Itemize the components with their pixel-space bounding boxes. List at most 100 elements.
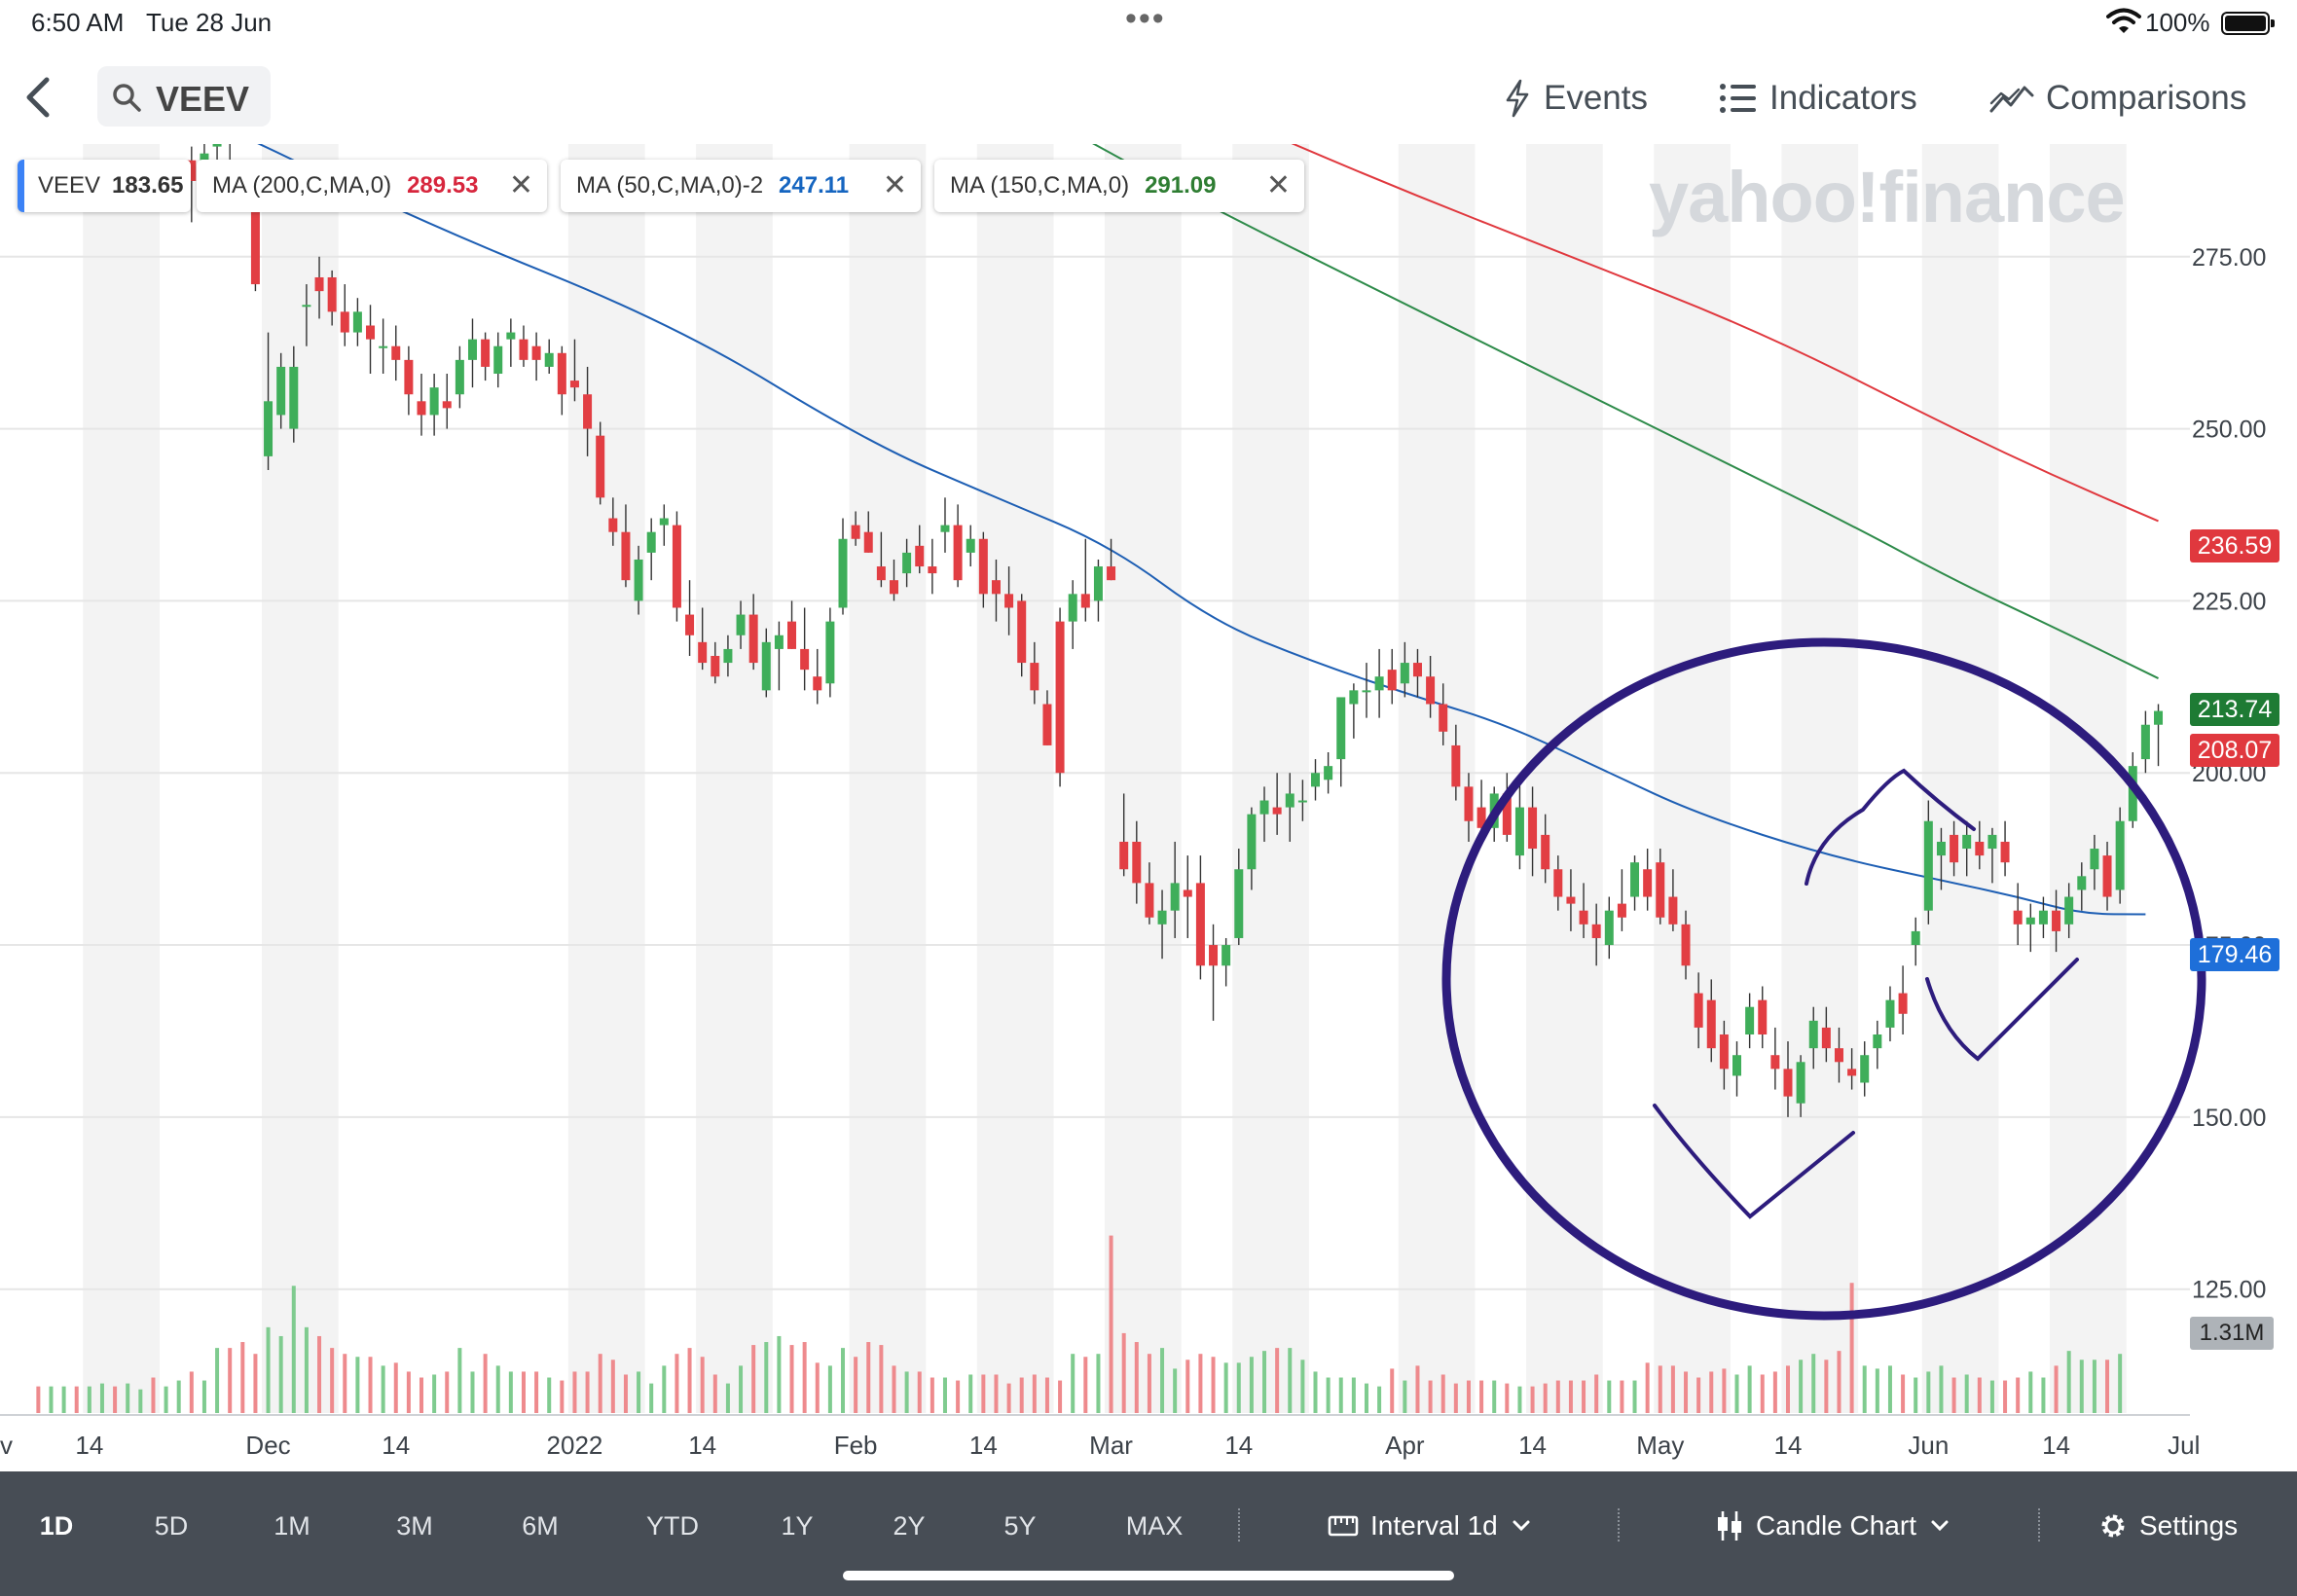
candle[interactable] [1630, 855, 1640, 911]
candle[interactable] [429, 374, 439, 436]
candle[interactable] [1119, 793, 1129, 877]
candle[interactable] [621, 504, 631, 588]
candle[interactable] [1247, 807, 1257, 890]
candle[interactable] [1987, 827, 1997, 884]
candle[interactable] [1783, 1041, 1793, 1117]
candle[interactable] [1706, 979, 1716, 1063]
candle[interactable] [1860, 1041, 1870, 1097]
candle[interactable] [531, 332, 541, 381]
candle[interactable] [711, 641, 720, 684]
candle[interactable] [1042, 690, 1052, 745]
candle[interactable] [557, 345, 566, 416]
candle[interactable] [1668, 869, 1678, 931]
chart-type-selector[interactable]: Candle Chart [1715, 1487, 1961, 1565]
candle[interactable] [1643, 849, 1653, 911]
candle[interactable] [1745, 993, 1755, 1049]
range-button-3m[interactable]: 3M [396, 1511, 433, 1541]
close-icon[interactable]: ✕ [508, 169, 533, 201]
candle[interactable] [1975, 820, 1985, 870]
candle[interactable] [302, 284, 311, 346]
candle[interactable] [761, 628, 771, 698]
candle[interactable] [2077, 862, 2087, 911]
candle[interactable] [685, 580, 695, 656]
candle[interactable] [1604, 896, 1614, 960]
legend-chip-ma200[interactable]: MA (200,C,MA,0) 289.53 ✕ [197, 160, 547, 212]
candle[interactable] [1412, 648, 1422, 698]
legend-chip-ma50[interactable]: MA (50,C,MA,0)-2 247.11 ✕ [561, 160, 921, 212]
comparisons-button[interactable]: Comparisons [1989, 72, 2246, 125]
candle[interactable] [991, 559, 1001, 622]
candle[interactable] [276, 352, 286, 429]
candle[interactable] [1936, 827, 1946, 890]
candle[interactable] [583, 366, 593, 456]
range-button-1m[interactable]: 1M [273, 1511, 310, 1541]
candle[interactable] [2038, 896, 2048, 938]
candle[interactable] [404, 345, 414, 416]
candle[interactable] [1387, 648, 1397, 705]
range-button-2y[interactable]: 2Y [893, 1511, 926, 1541]
candle[interactable] [2090, 834, 2099, 890]
candle[interactable] [1873, 1020, 1882, 1070]
close-icon[interactable]: ✕ [882, 169, 907, 201]
candle[interactable] [672, 511, 681, 622]
candle[interactable] [1080, 538, 1090, 622]
candle[interactable] [634, 545, 643, 615]
candle[interactable] [1183, 855, 1192, 938]
range-button-1y[interactable]: 1Y [781, 1511, 814, 1541]
candle[interactable] [1324, 752, 1333, 794]
candle[interactable] [1030, 641, 1039, 705]
candle[interactable] [1336, 697, 1346, 787]
candle[interactable] [1093, 559, 1103, 622]
candle[interactable] [698, 607, 708, 671]
candle[interactable] [1221, 937, 1231, 987]
range-button-5y[interactable]: 5Y [1003, 1511, 1037, 1541]
candle[interactable] [1566, 869, 1576, 931]
candle[interactable] [851, 511, 860, 546]
candle[interactable] [940, 497, 950, 553]
candle[interactable] [1170, 841, 1180, 938]
candle[interactable] [1796, 1055, 1805, 1117]
range-button-6m[interactable]: 6M [522, 1511, 559, 1541]
candle[interactable] [774, 621, 784, 691]
candle[interactable] [1656, 849, 1665, 925]
candle[interactable] [723, 635, 733, 677]
candle[interactable] [1464, 773, 1474, 842]
candle[interactable] [1732, 1041, 1742, 1097]
candle[interactable] [481, 332, 491, 381]
range-button-1d[interactable]: 1D [39, 1511, 74, 1541]
candle[interactable] [787, 600, 797, 649]
candle[interactable] [1374, 648, 1384, 718]
candle[interactable] [544, 339, 554, 375]
candle[interactable] [1451, 724, 1461, 801]
candle[interactable] [1068, 580, 1077, 649]
candle[interactable] [1502, 773, 1512, 842]
candle[interactable] [1400, 641, 1409, 698]
candle[interactable] [736, 600, 746, 649]
candle[interactable] [2064, 883, 2074, 938]
candle[interactable] [838, 518, 848, 615]
candle[interactable] [2025, 903, 2035, 953]
candle[interactable] [314, 256, 324, 319]
events-button[interactable]: Events [1503, 72, 1648, 125]
candle[interactable] [2154, 704, 2164, 767]
candle[interactable] [1285, 773, 1294, 842]
candle[interactable] [659, 504, 669, 546]
candle[interactable] [1617, 869, 1626, 931]
candle[interactable] [2000, 820, 2010, 877]
candle[interactable] [1514, 780, 1524, 870]
candle[interactable] [417, 374, 426, 436]
multitasking-dots-icon[interactable]: ••• [1125, 0, 1166, 37]
candle[interactable] [366, 305, 376, 375]
candle[interactable] [1553, 855, 1563, 911]
candle[interactable] [467, 318, 477, 388]
candle[interactable] [928, 538, 937, 595]
candle[interactable] [1259, 786, 1269, 842]
candle[interactable] [1017, 594, 1027, 677]
candle[interactable] [1004, 566, 1014, 635]
range-button-ytd[interactable]: YTD [646, 1511, 699, 1541]
candle[interactable] [1847, 1048, 1857, 1090]
settings-button[interactable]: Settings [2098, 1487, 2238, 1565]
candle[interactable] [569, 339, 579, 402]
candle[interactable] [2013, 883, 2023, 946]
candle[interactable] [800, 607, 810, 691]
